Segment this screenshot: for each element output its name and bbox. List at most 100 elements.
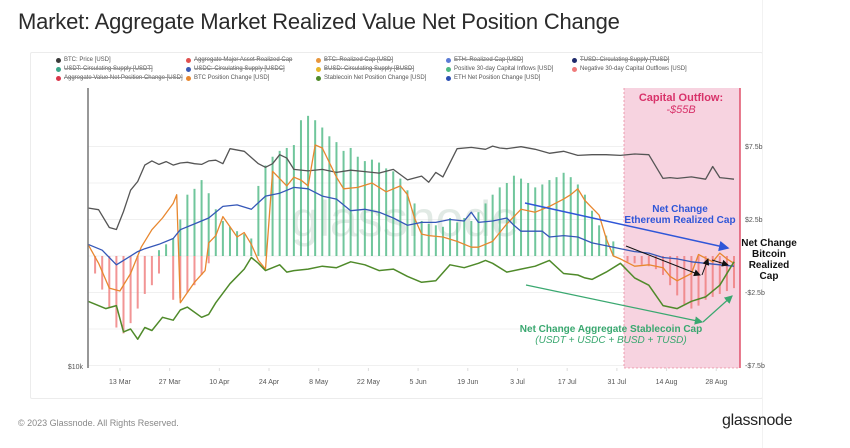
legend-item[interactable]: BTC: Price [USD]	[56, 57, 111, 63]
x-tick-label: 19 Jun	[457, 379, 478, 386]
outflow-bar	[640, 256, 643, 265]
stablecoin-trend-arrow-1	[525, 284, 704, 325]
outflow-bar	[633, 256, 636, 264]
outflow-bar	[136, 256, 139, 309]
copyright: © 2023 Glassnode. All Rights Reserved.	[18, 418, 179, 428]
outflow-bar	[704, 256, 707, 300]
inflow-bar	[392, 171, 395, 256]
outflow-bar	[647, 256, 650, 267]
inflow-bar	[342, 150, 345, 256]
eth-annotation-line1: Net Change	[652, 204, 708, 215]
legend-item[interactable]: Aggregate Major Asset Realized Cap	[186, 57, 292, 63]
axes: 13 Mar 27 Mar 10 Apr 24 Apr 8 May 22 May 5 Jun…	[68, 144, 765, 386]
inflow-bar	[328, 136, 331, 256]
highlight-area	[623, 88, 740, 368]
x-tick-label: 31 Jul	[608, 379, 627, 386]
inflow-bar	[314, 120, 317, 256]
inflow-bar	[548, 180, 551, 256]
x-tick-label: 8 May	[309, 379, 329, 386]
legend-label: TUSD: Circulating Supply [TUSD]	[580, 57, 670, 63]
legend-dot-icon	[446, 66, 451, 72]
legend-label: ETH Net Position Change [USD]	[454, 75, 541, 81]
outflow-bar	[129, 256, 132, 324]
outflow-bar	[207, 256, 210, 264]
inflow-bar	[179, 219, 182, 256]
stablecoin-annotation-line1: Net Change Aggregate Stablecoin Cap	[520, 324, 702, 335]
x-tick-label: 28 Aug	[705, 379, 727, 386]
outflow-bar	[654, 256, 657, 270]
inflow-bar	[214, 209, 217, 256]
inflow-bar	[250, 238, 253, 256]
legend-item[interactable]: USDC: Circulating Supply [USDC]	[186, 66, 285, 72]
inflow-bar	[591, 210, 594, 256]
legend-item[interactable]: BTC: Realized Cap [USD]	[316, 57, 393, 63]
inflow-bar	[378, 162, 381, 256]
x-tick-label: 22 May	[357, 379, 380, 386]
outflow-bar	[200, 256, 203, 275]
legend-item[interactable]: Stablecoin Net Position Change [USD]	[316, 75, 426, 81]
eth-trend-arrow	[524, 202, 730, 252]
outflow-bar	[108, 256, 111, 308]
legend-item[interactable]: ETH: Realized Cap [USD]	[446, 57, 523, 63]
legend-dot-icon	[186, 66, 191, 72]
outflow-title: Capital Outflow:	[639, 92, 723, 104]
inflow-bar	[562, 172, 565, 256]
inflow-bar	[612, 241, 615, 256]
legend-dot-icon	[56, 57, 61, 63]
outflow-bar	[669, 256, 672, 286]
inflow-bar	[363, 161, 366, 256]
legend-item[interactable]: ETH Net Position Change [USD]	[446, 75, 540, 81]
inflow-bar	[470, 220, 473, 256]
inflow-bar	[292, 145, 295, 256]
inflow-bar	[193, 188, 196, 256]
legend-dot-icon	[572, 57, 577, 63]
legend-dot-icon	[316, 66, 321, 72]
y-right-tick-label: -$7.5b	[745, 363, 765, 370]
inflow-bar	[534, 187, 537, 256]
inflow-bar	[172, 238, 175, 256]
inflow-bar	[264, 165, 267, 256]
btc-annotation-line3: Realized	[749, 260, 790, 271]
legend-item[interactable]: Positive 30-day Capital Inflows [USD]	[446, 66, 553, 72]
inflow-bar	[477, 212, 480, 256]
inflow-bar	[505, 183, 508, 256]
legend-dot-icon	[56, 66, 61, 72]
legend-label: USDT: Circulating Supply [USDT]	[64, 66, 153, 72]
stablecoin-trend-arrow-2	[702, 295, 733, 323]
outflow-bar	[733, 256, 735, 289]
inflow-bar	[598, 225, 601, 256]
legend-dot-icon	[56, 75, 61, 81]
x-tick-label: 14 Aug	[656, 379, 678, 386]
legend-label: USDC: Circulating Supply [USDC]	[194, 66, 285, 72]
legend-item[interactable]: Negative 30-day Capital Outflows [USD]	[572, 66, 687, 72]
inflow-bar	[555, 177, 558, 256]
outflow-bar	[94, 256, 97, 274]
outflow-bar	[179, 256, 182, 299]
inflow-bar	[165, 244, 168, 256]
inflow-bar	[356, 156, 359, 256]
x-tick-label: 5 Jun	[410, 379, 427, 386]
outflow-bar	[676, 256, 679, 296]
inflow-bar	[441, 226, 444, 256]
x-tick-label: 10 Apr	[209, 379, 230, 386]
legend-item[interactable]: BUSD: Circulating Supply [BUSD]	[316, 66, 414, 72]
legend-item[interactable]: TUSD: Circulating Supply [TUSD]	[572, 57, 669, 63]
inflow-bar	[427, 223, 430, 256]
outflow-bar	[711, 256, 714, 297]
legend-item[interactable]: Aggregate Value Net Position Change [USD…	[56, 75, 183, 81]
stablecoin-position-line	[87, 256, 735, 340]
btc-annotation-line1: Net Change	[741, 238, 797, 249]
legend-dot-icon	[316, 57, 321, 63]
inflow-bar	[420, 220, 423, 256]
outflow-bar	[683, 256, 686, 305]
legend-item[interactable]: BTC Position Change [USD]	[186, 75, 269, 81]
eth-annotation-line2: Ethereum Realized Cap	[624, 215, 735, 226]
btc-trend-arrow-1	[625, 245, 701, 277]
btc-price-line	[87, 145, 735, 231]
inflow-bar	[271, 156, 274, 256]
legend-item[interactable]: USDT: Circulating Supply [USDT]	[56, 66, 153, 72]
inflow-bar	[243, 234, 246, 256]
inflow-bar	[399, 178, 402, 256]
legend-label: Aggregate Major Asset Realized Cap	[194, 57, 293, 63]
inflow-bar	[257, 185, 260, 256]
